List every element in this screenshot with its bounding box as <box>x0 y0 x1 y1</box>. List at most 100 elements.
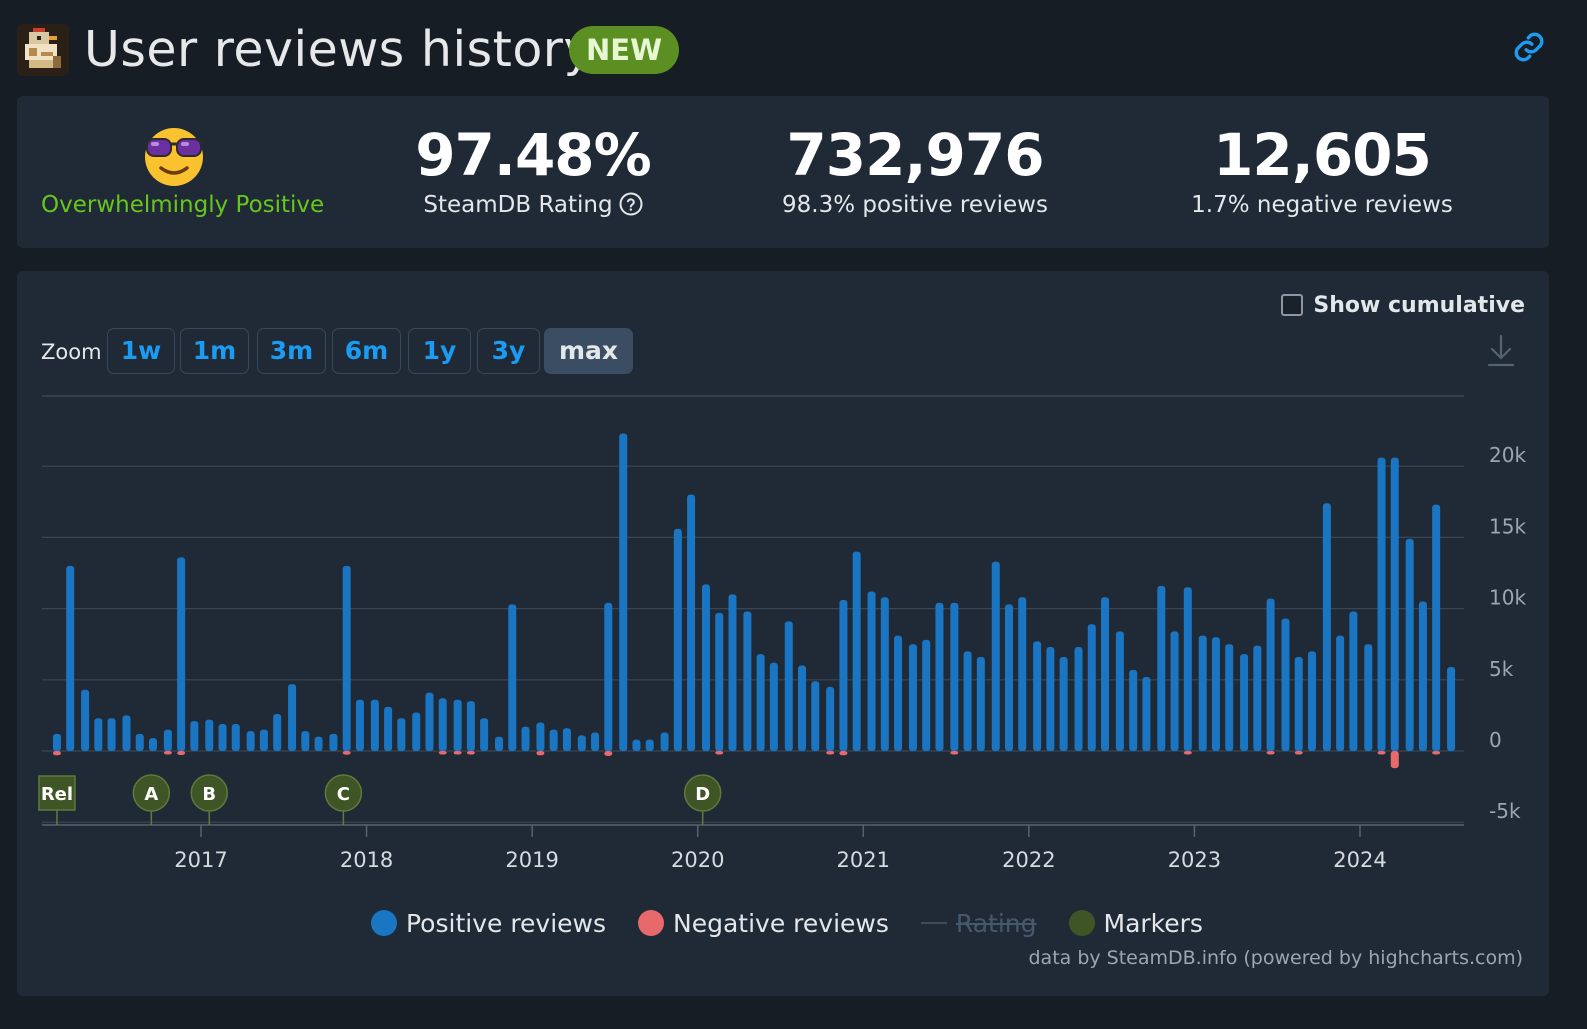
positive-bar <box>1033 641 1042 751</box>
positive-bar <box>1405 538 1414 751</box>
zoom-3y-button[interactable]: 3y <box>477 328 540 374</box>
positive-bar <box>397 718 406 751</box>
positive-bar <box>1211 637 1220 751</box>
y-tick-label: 5k <box>1489 657 1514 681</box>
negative-bar <box>950 751 959 755</box>
positive-bar <box>205 719 214 751</box>
x-tick-label: 2023 <box>1168 848 1221 872</box>
sunglasses-emoji-icon <box>141 122 207 188</box>
positive-bar <box>908 644 917 751</box>
positive-bar <box>94 718 103 751</box>
positive-bar <box>148 738 157 751</box>
legend-rating[interactable]: Rating <box>920 908 1037 938</box>
legend-positive-label: Positive reviews <box>406 908 607 938</box>
help-icon[interactable] <box>619 192 643 216</box>
y-tick-label: 0 <box>1489 728 1502 752</box>
marker-circle <box>190 774 229 812</box>
positive-bar <box>1087 624 1096 751</box>
positive-bar <box>1322 503 1331 751</box>
zoom-label: Zoom <box>41 340 102 364</box>
zoom-6m-button[interactable]: 6m <box>332 328 401 374</box>
negative-bar <box>1432 751 1441 755</box>
positive-bar <box>839 600 848 751</box>
positive-bar <box>880 597 889 751</box>
positive-bar <box>1349 611 1358 751</box>
game-icon <box>17 24 69 76</box>
zoom-3m-button[interactable]: 3m <box>257 328 326 374</box>
positive-bar <box>273 713 282 751</box>
x-tick-label: 2018 <box>340 848 393 872</box>
marker-label: Rel <box>41 784 73 805</box>
positive-bar <box>867 591 876 751</box>
negative-bar <box>715 751 724 755</box>
positive-bar <box>756 654 765 751</box>
x-tick-label: 2024 <box>1333 848 1386 872</box>
zoom-1m-button[interactable]: 1m <box>180 328 249 374</box>
page-header: User reviews history NEW <box>17 18 1570 78</box>
positive-bar <box>798 665 807 751</box>
positive-bar <box>466 701 475 751</box>
negative-label: 1.7% negative reviews <box>1191 192 1453 218</box>
show-cumulative-label: Show cumulative <box>1313 292 1525 318</box>
marker-label: A <box>144 784 158 805</box>
legend-negative[interactable]: Negative reviews <box>638 909 889 938</box>
negative-bar <box>826 751 835 755</box>
zoom-1y-button[interactable]: 1y <box>408 328 471 374</box>
zoom-1w-button[interactable]: 1w <box>107 328 175 374</box>
cumulative-checkbox[interactable] <box>1281 294 1304 316</box>
positive-bar <box>577 735 586 751</box>
positive-bar <box>922 639 931 751</box>
positive-bar <box>591 732 600 751</box>
link-icon[interactable] <box>1512 30 1546 64</box>
positive-bar <box>259 729 268 751</box>
positive-bar <box>976 657 985 751</box>
negative-bar <box>466 751 475 755</box>
zoom-max-button[interactable]: max <box>544 328 633 374</box>
marker-label: B <box>202 784 216 805</box>
positive-bar <box>743 611 752 751</box>
page-title: User reviews history <box>84 21 593 78</box>
positive-bar <box>1364 644 1373 751</box>
marker-circle <box>132 774 171 812</box>
positive-bar <box>81 689 90 751</box>
show-cumulative-toggle[interactable]: Show cumulative <box>1281 290 1525 320</box>
positive-bar <box>438 698 447 751</box>
positive-bar <box>1307 651 1316 751</box>
positive-bar <box>246 731 255 751</box>
positive-bar <box>1129 669 1138 751</box>
positive-bar <box>190 721 199 751</box>
positive-bar <box>107 718 116 751</box>
positive-label: 98.3% positive reviews <box>782 192 1048 218</box>
positive-bar <box>314 736 323 751</box>
positive-bar <box>231 723 240 751</box>
score-label-row: SteamDB Rating <box>367 190 699 220</box>
marker-label: D <box>695 784 710 805</box>
negative-bar <box>177 751 186 755</box>
positive-bar <box>1115 631 1124 751</box>
positive-bar <box>1390 457 1399 751</box>
chart-credits: data by SteamDB.info (powered by highcha… <box>1028 947 1523 969</box>
legend-rating-label: Rating <box>955 908 1037 938</box>
positive-bar <box>894 635 903 751</box>
marker-circle <box>683 774 722 812</box>
positive-bar <box>1101 597 1110 751</box>
positive-bar <box>1377 457 1386 751</box>
positive-bar <box>521 726 530 751</box>
negative-bar <box>1377 751 1386 755</box>
positive-bar <box>1253 645 1262 751</box>
rating-summary: Overwhelmingly Positive 97.48% SteamDB R… <box>17 96 1549 248</box>
positive-bar <box>1336 635 1345 751</box>
negative-bar <box>1183 751 1192 755</box>
legend-markers[interactable]: Markers <box>1068 909 1203 938</box>
steamdb-score: 97.48% <box>415 121 652 189</box>
positive-bar <box>218 723 227 751</box>
positive-bar <box>784 621 793 751</box>
legend-positive[interactable]: Positive reviews <box>371 909 606 938</box>
negative-bar <box>839 751 848 756</box>
legend-positive-swatch <box>371 910 397 936</box>
positive-bar <box>384 706 393 751</box>
positive-bar <box>619 433 628 751</box>
negative-stat: 12,605 1.7% negative reviews <box>1177 96 1467 220</box>
negative-bar <box>604 751 613 756</box>
download-icon[interactable] <box>1486 333 1516 367</box>
